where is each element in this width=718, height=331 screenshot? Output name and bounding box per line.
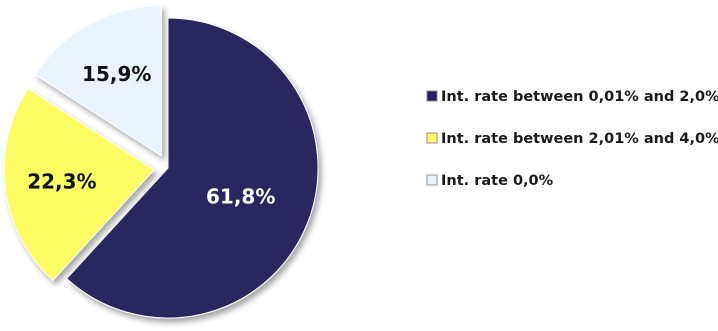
legend-label-2: Int. rate between 2,01% and 4,0% xyxy=(441,131,718,147)
legend-swatch-1 xyxy=(426,90,438,102)
legend: Int. rate between 0,01% and 2,0% Int. rat… xyxy=(426,89,718,189)
data-label-1: 61,8% xyxy=(206,184,275,208)
legend-label-3: Int. rate 0,0% xyxy=(441,173,554,189)
data-label-2: 22,3% xyxy=(27,170,96,194)
pie-slices xyxy=(3,5,319,319)
pie-slice-2 xyxy=(3,87,155,282)
legend-swatch-2 xyxy=(426,132,438,144)
data-label-3: 15,9% xyxy=(82,62,151,86)
pie-slice-1 xyxy=(65,17,319,319)
pie-data-labels: 61,8% 22,3% 15,9% xyxy=(27,62,275,208)
legend-swatch-3 xyxy=(426,174,438,186)
pie-slice-3 xyxy=(34,5,162,157)
legend-label-1: Int. rate between 0,01% and 2,0% xyxy=(441,89,718,105)
